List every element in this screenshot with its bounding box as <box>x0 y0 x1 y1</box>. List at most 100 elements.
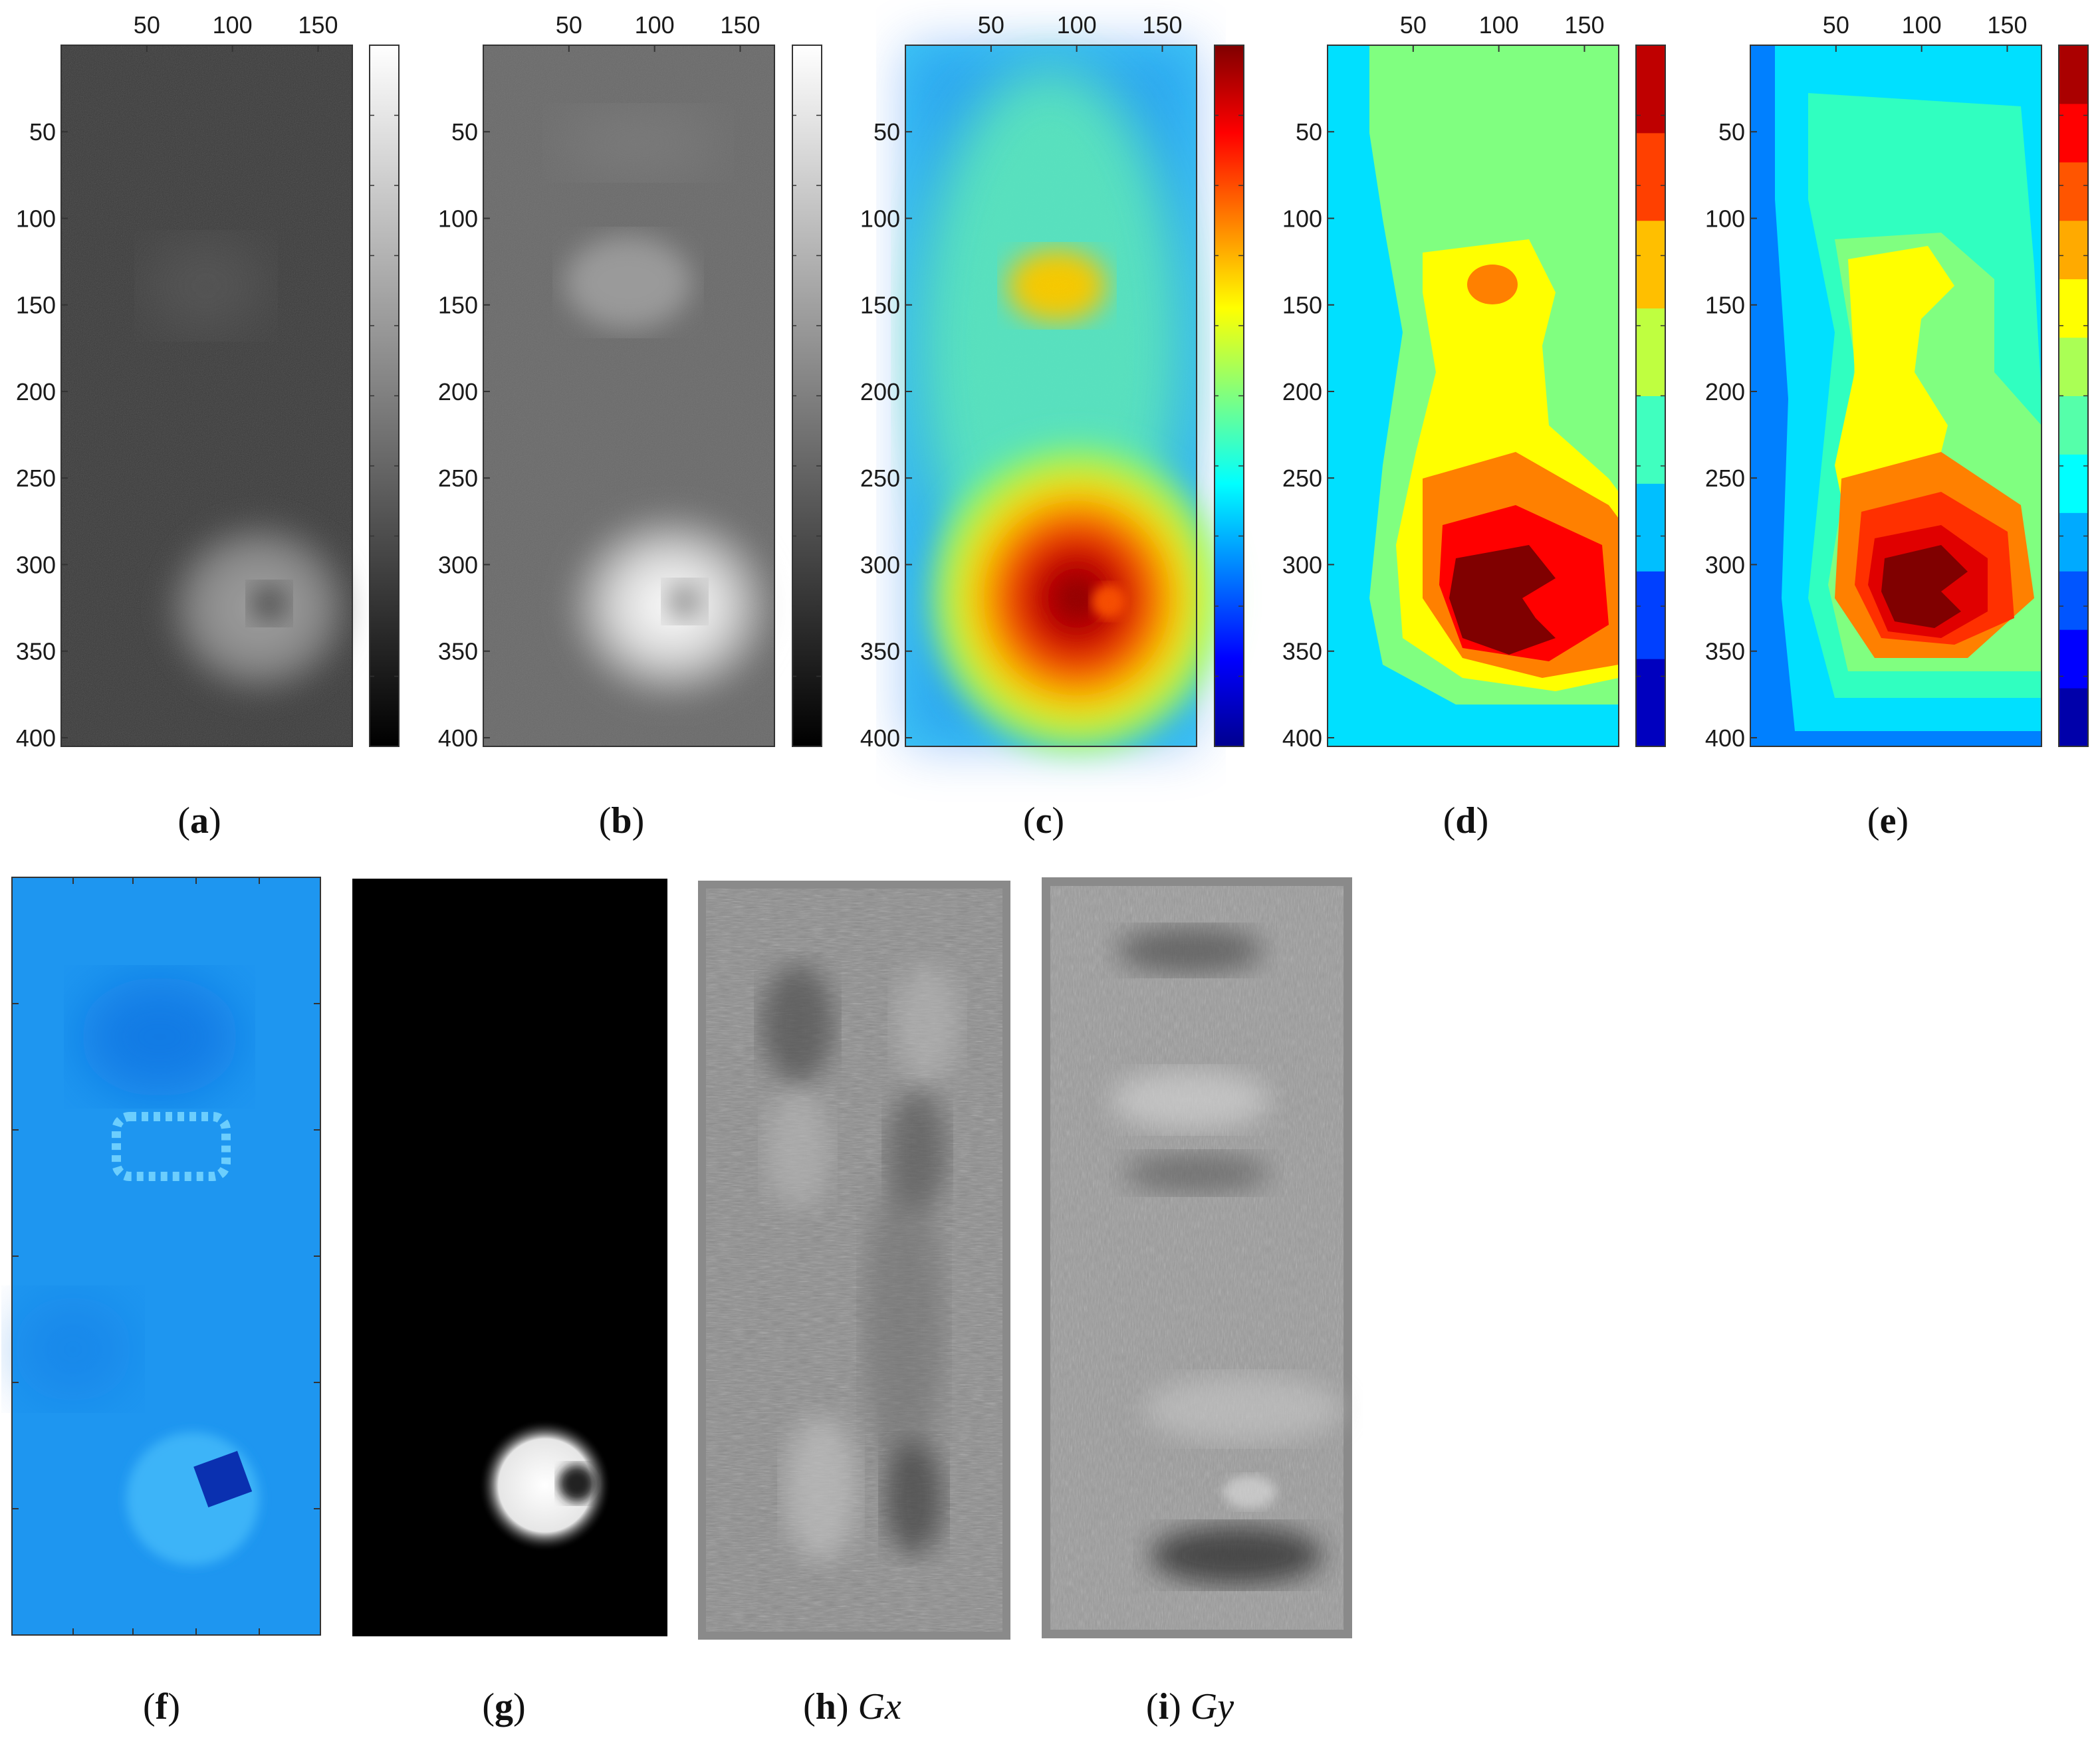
colorbar-level <box>2059 688 2088 747</box>
y-tick-label: 300 <box>1282 551 1322 578</box>
panel-a <box>60 45 400 747</box>
bottom-row-captions: (f) (g) (h) Gx (i) Gy <box>143 1686 1234 1727</box>
y-tick-label: 350 <box>438 638 478 665</box>
y-tick-label: 150 <box>16 292 56 319</box>
y-tick-label: 250 <box>1705 465 1745 492</box>
y-tick-label: 50 <box>29 118 56 146</box>
y-tick-label: 100 <box>16 205 56 232</box>
panel-f-circle <box>126 1432 259 1565</box>
colorbar-level <box>1636 395 1665 484</box>
y-tick-label: 150 <box>438 292 478 319</box>
y-tick-label: 100 <box>860 205 900 232</box>
panel-caption-b: (b) <box>599 800 644 841</box>
x-tick-label: 50 <box>134 11 160 39</box>
y-tick-label: 150 <box>860 292 900 319</box>
colorbar-level <box>1636 132 1665 221</box>
y-tick-label: 50 <box>1296 118 1322 146</box>
colorbar-level <box>1636 483 1665 572</box>
panel-d-colorbar <box>1635 45 1666 747</box>
panel-f-square-marker <box>193 1450 253 1507</box>
panel-caption-h: (h) Gx <box>803 1686 901 1727</box>
y-tick-label: 250 <box>860 465 900 492</box>
panel-b-mid-blob <box>565 236 691 329</box>
x-tick-label: 150 <box>720 11 760 39</box>
colorbar-level <box>2059 278 2088 338</box>
x-tick-label: 100 <box>1057 11 1097 39</box>
y-tick-label: 350 <box>1705 638 1745 665</box>
x-tick-label: 50 <box>1823 11 1849 39</box>
panel-h <box>698 881 1010 1640</box>
y-tick-label: 400 <box>438 724 478 752</box>
panel-g-blob <box>479 1419 612 1552</box>
y-tick-label: 300 <box>860 551 900 578</box>
top-row-axes: 50 100 150 50 100 150 200 250 300 350 400 50 100 150 5… <box>16 11 2088 752</box>
panel-a-mid-blob <box>146 239 266 332</box>
y-tick-label: 400 <box>1282 724 1322 752</box>
y-tick-label: 300 <box>16 551 56 578</box>
colorbar-level <box>2059 454 2088 513</box>
y-tick-label: 150 <box>1705 292 1745 319</box>
panel-b-top-blob <box>558 110 718 176</box>
colorbar-level <box>2059 571 2088 630</box>
panel-d-darkred-region <box>1449 545 1556 655</box>
colorbar-level <box>2059 395 2088 455</box>
y-tick-label: 50 <box>451 118 478 146</box>
y-tick-label: 350 <box>860 638 900 665</box>
colorbar-level <box>2059 337 2088 396</box>
panel-g <box>352 879 667 1636</box>
y-tick-label: 150 <box>1282 292 1322 319</box>
y-tick-label: 250 <box>438 465 478 492</box>
panel-i-image <box>1050 886 1343 1630</box>
panel-d <box>1327 45 1666 747</box>
panel-b <box>483 45 822 747</box>
panel-caption-f: (f) <box>143 1686 180 1727</box>
y-tick-label: 250 <box>1282 465 1322 492</box>
x-tick-label: 150 <box>1564 11 1604 39</box>
y-tick-label: 50 <box>874 118 900 146</box>
colorbar-level <box>1636 220 1665 309</box>
y-tick-label: 200 <box>1282 378 1322 405</box>
y-tick-label: 50 <box>1718 118 1745 146</box>
x-tick-label: 150 <box>1142 11 1182 39</box>
y-tick-label: 100 <box>1282 205 1322 232</box>
x-tick-label: 100 <box>1902 11 1942 39</box>
panel-caption-a: (a) <box>177 800 221 841</box>
colorbar-level <box>2059 162 2088 221</box>
x-tick-label: 100 <box>635 11 675 39</box>
x-tick-label: 150 <box>1987 11 2027 39</box>
y-tick-label: 400 <box>16 724 56 752</box>
colorbar-level <box>2059 629 2088 689</box>
y-tick-label: 350 <box>1282 638 1322 665</box>
colorbar-level <box>1636 45 1665 134</box>
panel-i <box>1042 877 1352 1638</box>
panel-a-colorbar <box>369 45 400 747</box>
y-tick-label: 350 <box>16 638 56 665</box>
y-tick-label: 250 <box>16 465 56 492</box>
panel-caption-d: (d) <box>1443 800 1488 841</box>
colorbar-level <box>2059 512 2088 572</box>
y-tick-label: 200 <box>1705 378 1745 405</box>
colorbar-level <box>2059 103 2088 163</box>
y-tick-label: 400 <box>860 724 900 752</box>
x-tick-label: 100 <box>213 11 253 39</box>
x-tick-label: 150 <box>298 11 338 39</box>
panel-e-darkred-region <box>1881 545 1968 628</box>
x-tick-label: 50 <box>1400 11 1427 39</box>
colorbar-level <box>2059 45 2088 104</box>
y-tick-label: 300 <box>1705 551 1745 578</box>
y-tick-label: 100 <box>438 205 478 232</box>
panel-c <box>905 45 1244 764</box>
x-tick-label: 100 <box>1479 11 1519 39</box>
colorbar-level <box>1636 659 1665 747</box>
y-tick-label: 200 <box>438 378 478 405</box>
x-tick-label: 50 <box>556 11 582 39</box>
colorbar-level <box>1636 308 1665 396</box>
panel-h-image <box>706 889 1002 1632</box>
colorbar-level <box>1636 571 1665 659</box>
y-tick-label: 400 <box>1705 724 1745 752</box>
y-tick-label: 100 <box>1705 205 1745 232</box>
x-tick-label: 50 <box>978 11 1004 39</box>
y-tick-label: 200 <box>16 378 56 405</box>
y-tick-label: 200 <box>860 378 900 405</box>
